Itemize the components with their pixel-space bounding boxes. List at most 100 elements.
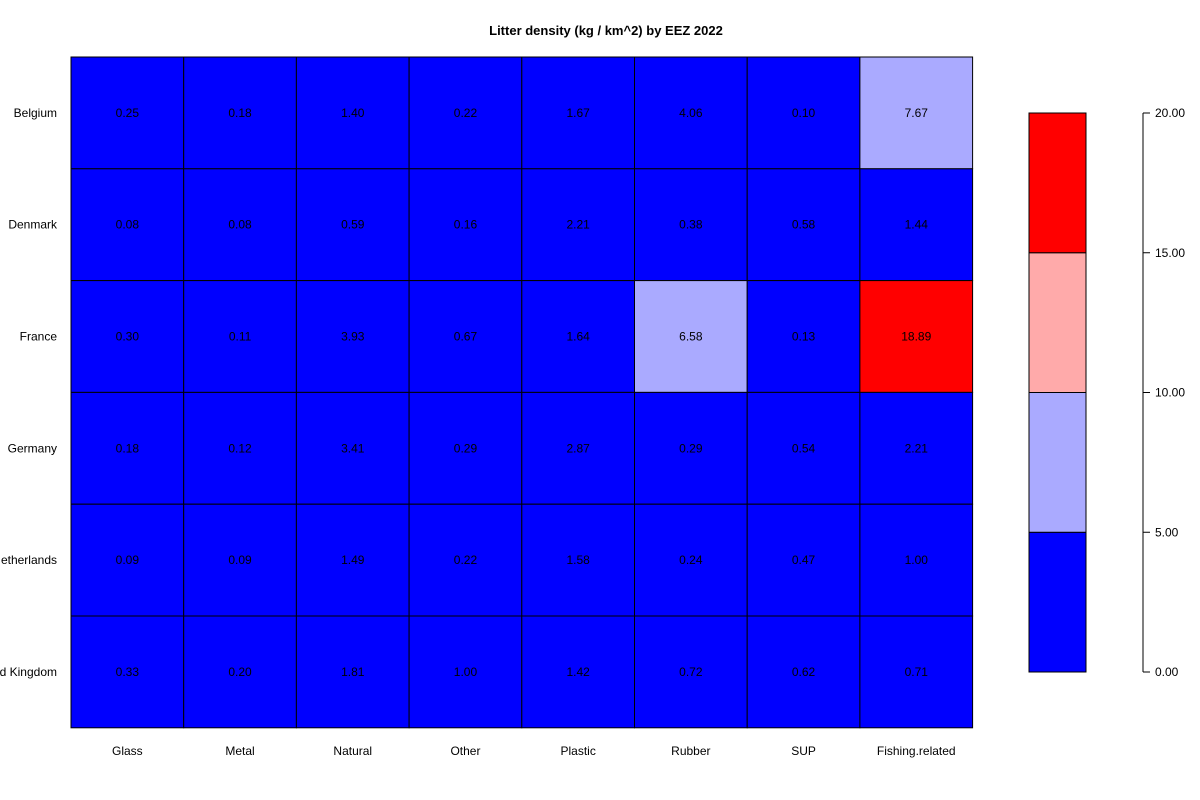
heatmap-cell [70,56,185,170]
heatmap-cell [859,280,974,393]
heatmap-cell [408,56,523,170]
heatmap-cell [295,280,410,393]
cell-value-label: 1.67 [566,106,590,120]
cell-value-label: 1.44 [905,218,929,232]
column-label: Other [450,744,480,758]
cell-value-label: 2.21 [566,218,590,232]
cell-value-label: 0.33 [116,665,140,679]
heatmap-cell [859,503,974,617]
heatmap-cell [408,280,523,393]
cell-value-label: 6.58 [679,330,703,344]
heatmap-cell [295,56,410,170]
heatmap-cell [408,391,523,505]
legend-tick-label: 5.00 [1155,525,1179,539]
color-legend: 0.00 5.00 10.00 15.00 20.00 [1028,106,1185,679]
heatmap-cell [859,615,974,729]
legend-swatch [1028,112,1087,254]
heatmap-cell [521,56,635,170]
heatmap-cell [746,615,861,729]
heatmap-cells: 0.25 0.18 1.40 0.22 1.67 4.06 0.10 7.67 0.08 0.08… [70,56,974,729]
cell-value-label: 1.49 [341,553,365,567]
heatmap-cell [183,280,297,393]
heatmap-cell [521,168,635,282]
row-label: France [20,330,58,344]
column-label: Metal [225,744,254,758]
heatmap-cell [746,168,861,282]
legend-swatch [1028,531,1087,673]
heatmap-cell [408,168,523,282]
cell-value-label: 1.58 [566,553,590,567]
cell-value-label: 0.62 [792,665,816,679]
heatmap-cell [521,391,635,505]
cell-value-label: 0.72 [679,665,703,679]
legend-tick-label: 20.00 [1155,106,1185,120]
cell-value-label: 0.59 [341,218,365,232]
heatmap-cell [634,56,748,170]
cell-value-label: 0.24 [679,553,703,567]
legend-swatch [1028,392,1087,533]
cell-value-label: 0.08 [228,218,252,232]
row-label: Netherlands [0,553,57,567]
cell-value-label: 0.10 [792,106,816,120]
cell-value-label: 0.29 [679,441,703,455]
heatmap-cell [70,615,185,729]
cell-value-label: 0.18 [228,106,252,120]
cell-value-label: 0.13 [792,330,816,344]
cell-value-label: 0.25 [116,106,140,120]
heatmap-cell [295,615,410,729]
chart-title: Litter density (kg / km^2) by EEZ 2022 [489,23,723,38]
column-label: Fishing.related [877,744,956,758]
heatmap-cell [634,503,748,617]
cell-value-label: 1.00 [454,665,478,679]
row-label: United Kingdom [0,665,57,679]
heatmap-cell [408,503,523,617]
heatmap-cell [295,391,410,505]
row-labels: Belgium Denmark France Germany Netherlands Un… [0,106,58,679]
legend-tick-label: 15.00 [1155,246,1185,260]
cell-value-label: 0.67 [454,330,478,344]
row-label: Denmark [8,218,58,232]
heatmap-cell [70,280,185,393]
heatmap-cell [746,503,861,617]
cell-value-label: 0.22 [454,106,478,120]
heatmap-cell [634,280,748,393]
cell-value-label: 0.38 [679,218,703,232]
legend-tick-label: 0.00 [1155,665,1179,679]
heatmap-cell [746,280,861,393]
cell-value-label: 3.41 [341,441,365,455]
column-label: Rubber [671,744,710,758]
cell-value-label: 0.71 [905,665,929,679]
cell-value-label: 0.09 [228,553,252,567]
heatmap-cell [634,168,748,282]
heatmap-cell [183,168,297,282]
cell-value-label: 1.40 [341,106,365,120]
heatmap-cell [183,615,297,729]
heatmap-cell [746,391,861,505]
column-label: SUP [791,744,816,758]
cell-value-label: 1.81 [341,665,365,679]
cell-value-label: 0.58 [792,218,816,232]
cell-value-label: 0.30 [116,330,140,344]
column-label: Plastic [560,744,595,758]
cell-value-label: 1.42 [566,665,590,679]
cell-value-label: 0.08 [116,218,140,232]
cell-value-label: 0.54 [792,441,816,455]
heatmap-cell [521,615,635,729]
legend-tick-label: 10.00 [1155,386,1185,400]
row-label: Germany [8,441,57,455]
heatmap-cell [521,503,635,617]
cell-value-label: 1.64 [566,330,590,344]
cell-value-label: 0.12 [228,441,252,455]
column-label: Glass [112,744,143,758]
heatmap-cell [295,503,410,617]
row-label: Belgium [14,106,57,120]
cell-value-label: 1.00 [905,553,929,567]
heatmap-cell [521,280,635,393]
cell-value-label: 2.21 [905,441,929,455]
cell-value-label: 0.29 [454,441,478,455]
cell-value-label: 0.47 [792,553,816,567]
column-labels: Glass Metal Natural Other Plastic Rubber SUP Fi… [112,744,956,758]
heatmap-cell [859,168,974,282]
heatmap-cell [183,56,297,170]
